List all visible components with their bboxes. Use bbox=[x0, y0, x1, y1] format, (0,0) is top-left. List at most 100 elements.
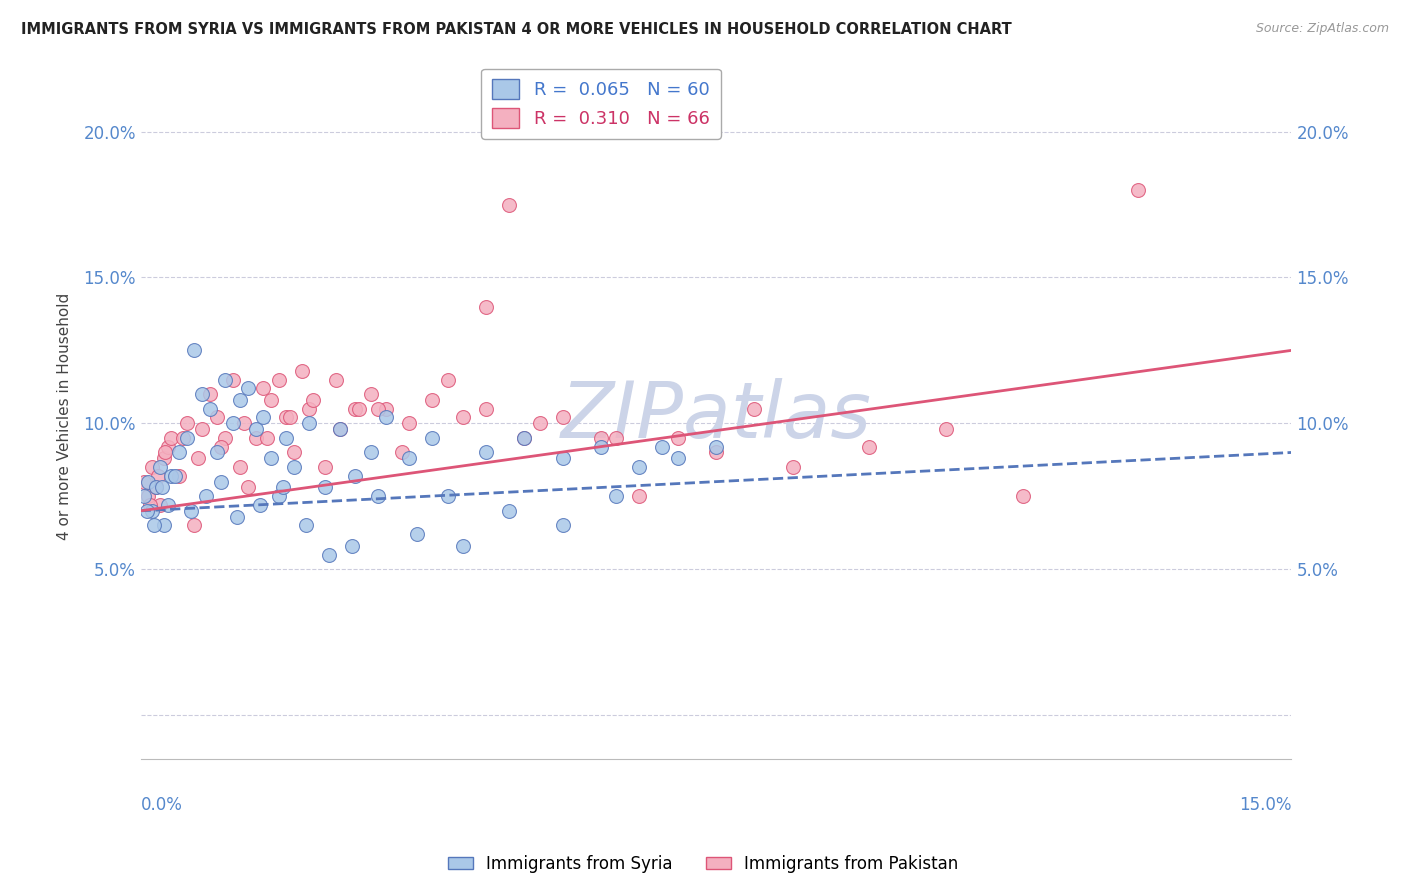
Point bbox=[1012, 489, 1035, 503]
Point bbox=[744, 401, 766, 416]
Point bbox=[551, 451, 574, 466]
Point bbox=[172, 431, 194, 445]
Point bbox=[344, 401, 367, 416]
Point bbox=[375, 401, 398, 416]
Point bbox=[498, 197, 520, 211]
Point bbox=[225, 509, 247, 524]
Point bbox=[298, 401, 321, 416]
Point bbox=[176, 417, 198, 431]
Point bbox=[252, 410, 274, 425]
Point bbox=[245, 422, 267, 436]
Point bbox=[628, 460, 651, 475]
Point bbox=[704, 440, 727, 454]
Point bbox=[207, 410, 229, 425]
Point bbox=[249, 498, 271, 512]
Point bbox=[136, 475, 159, 489]
Text: Source: ZipAtlas.com: Source: ZipAtlas.com bbox=[1256, 22, 1389, 36]
Point bbox=[375, 410, 398, 425]
Point bbox=[156, 440, 179, 454]
Point bbox=[513, 431, 536, 445]
Point bbox=[145, 481, 167, 495]
Point bbox=[134, 475, 156, 489]
Point bbox=[475, 401, 498, 416]
Point bbox=[222, 372, 245, 386]
Point bbox=[628, 489, 651, 503]
Point bbox=[605, 431, 627, 445]
Y-axis label: 4 or more Vehicles in Household: 4 or more Vehicles in Household bbox=[58, 293, 72, 540]
Point bbox=[302, 392, 325, 407]
Point bbox=[529, 417, 551, 431]
Point bbox=[209, 475, 232, 489]
Point bbox=[436, 489, 458, 503]
Point bbox=[229, 460, 252, 475]
Point bbox=[360, 445, 382, 459]
Point bbox=[136, 489, 159, 503]
Point bbox=[165, 468, 187, 483]
Point bbox=[198, 401, 221, 416]
Point bbox=[398, 417, 420, 431]
Point bbox=[349, 401, 371, 416]
Point bbox=[666, 451, 689, 466]
Point bbox=[194, 489, 217, 503]
Legend: R =  0.065   N = 60, R =  0.310   N = 66: R = 0.065 N = 60, R = 0.310 N = 66 bbox=[481, 69, 720, 139]
Point bbox=[153, 445, 176, 459]
Point bbox=[160, 431, 183, 445]
Point bbox=[276, 431, 298, 445]
Point bbox=[183, 518, 205, 533]
Point bbox=[183, 343, 205, 358]
Point bbox=[271, 481, 294, 495]
Point bbox=[150, 481, 173, 495]
Point bbox=[858, 440, 880, 454]
Point bbox=[236, 481, 259, 495]
Point bbox=[314, 481, 336, 495]
Point bbox=[233, 417, 256, 431]
Point bbox=[325, 372, 347, 386]
Point bbox=[1126, 183, 1149, 197]
Point bbox=[167, 445, 190, 459]
Point bbox=[207, 445, 229, 459]
Point bbox=[267, 489, 290, 503]
Point bbox=[405, 527, 427, 541]
Point bbox=[146, 468, 169, 483]
Point bbox=[318, 548, 340, 562]
Point bbox=[475, 445, 498, 459]
Point bbox=[283, 460, 305, 475]
Point bbox=[141, 460, 163, 475]
Point bbox=[176, 431, 198, 445]
Point bbox=[260, 451, 283, 466]
Point bbox=[229, 392, 252, 407]
Point bbox=[298, 417, 321, 431]
Point bbox=[420, 392, 443, 407]
Point bbox=[214, 372, 236, 386]
Point bbox=[214, 431, 236, 445]
Text: ZIPatlas: ZIPatlas bbox=[561, 378, 872, 454]
Point bbox=[245, 431, 267, 445]
Point bbox=[180, 504, 202, 518]
Legend: Immigrants from Syria, Immigrants from Pakistan: Immigrants from Syria, Immigrants from P… bbox=[441, 848, 965, 880]
Point bbox=[589, 440, 612, 454]
Point bbox=[605, 489, 627, 503]
Point bbox=[291, 364, 314, 378]
Point bbox=[498, 504, 520, 518]
Point bbox=[156, 498, 179, 512]
Point bbox=[551, 518, 574, 533]
Point bbox=[475, 300, 498, 314]
Point bbox=[134, 489, 156, 503]
Point bbox=[329, 422, 352, 436]
Point bbox=[551, 410, 574, 425]
Point bbox=[283, 445, 305, 459]
Point bbox=[152, 518, 174, 533]
Point bbox=[187, 451, 209, 466]
Point bbox=[329, 422, 352, 436]
Point bbox=[267, 372, 290, 386]
Point bbox=[704, 445, 727, 459]
Point bbox=[360, 387, 382, 401]
Point bbox=[139, 498, 162, 512]
Point bbox=[149, 498, 172, 512]
Point bbox=[191, 387, 214, 401]
Point bbox=[191, 422, 214, 436]
Point bbox=[260, 392, 283, 407]
Point bbox=[135, 504, 157, 518]
Point bbox=[145, 481, 167, 495]
Point bbox=[451, 410, 474, 425]
